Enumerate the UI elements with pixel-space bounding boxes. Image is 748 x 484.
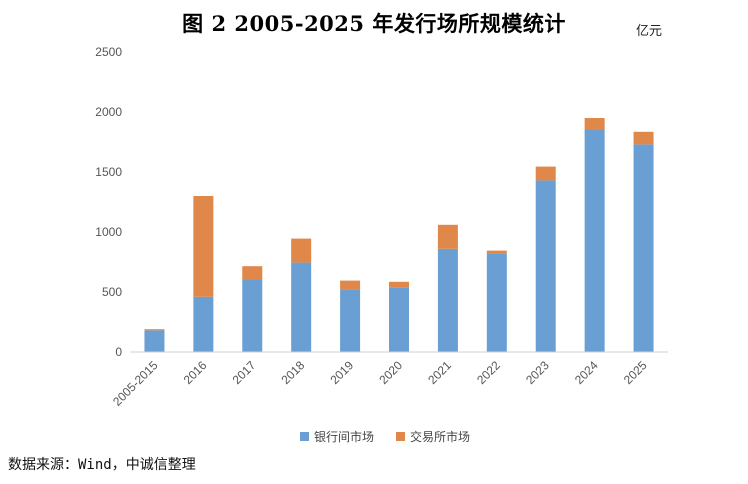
bar-exchange — [437, 224, 458, 249]
legend-swatch-exchange — [396, 432, 406, 441]
chart-title: 图 2 2005-2025 年发行场所规模统计 — [182, 11, 566, 36]
y-tick-label: 1500 — [95, 165, 122, 179]
y-tick-label: 2000 — [95, 105, 122, 119]
x-tick-label: 2019 — [327, 358, 356, 387]
bar-interbank — [340, 289, 361, 352]
bar-interbank — [584, 130, 605, 352]
bar-interbank — [535, 180, 556, 352]
bar-exchange — [486, 250, 507, 254]
y-tick-label: 0 — [115, 345, 122, 359]
x-tick-label: 2023 — [523, 358, 552, 387]
bar-interbank — [291, 262, 312, 352]
bar-exchange — [633, 131, 654, 145]
x-tick-label: 2017 — [230, 358, 259, 387]
bar-interbank — [193, 296, 214, 352]
bar-exchange — [144, 329, 165, 331]
bar-exchange — [242, 266, 263, 280]
x-tick-label: 2021 — [425, 358, 454, 387]
bar-exchange — [340, 280, 361, 290]
bar-exchange — [193, 196, 214, 297]
bar-interbank — [144, 330, 165, 352]
bar-interbank — [633, 144, 654, 352]
x-tick-label: 2022 — [474, 358, 503, 387]
legend-item-interbank: 银行间市场 — [300, 428, 374, 445]
bar-interbank — [486, 253, 507, 352]
x-tick-label: 2025 — [621, 358, 650, 387]
x-tick-label: 2005-2015 — [110, 358, 161, 409]
bar-interbank — [389, 287, 409, 352]
legend: 银行间市场 交易所市场 — [300, 428, 470, 445]
bar-exchange — [291, 238, 312, 263]
legend-label-interbank: 银行间市场 — [314, 430, 375, 444]
x-tick-label: 2016 — [181, 358, 210, 387]
bar-exchange — [535, 166, 556, 181]
x-tick-label: 2024 — [572, 358, 601, 387]
data-source-note: 数据来源：Wind，中诚信整理 — [8, 457, 196, 473]
y-tick-label: 1000 — [95, 225, 122, 239]
legend-label-exchange: 交易所市场 — [410, 430, 471, 444]
bar-chart: 0 500 1000 1500 2000 2500 2005-2015 2016 2017 201… — [95, 45, 668, 409]
bar-exchange — [389, 281, 409, 288]
y-tick-label: 500 — [102, 285, 122, 299]
legend-swatch-interbank — [300, 432, 309, 441]
bar-interbank — [437, 248, 458, 352]
unit-label: 亿元 — [635, 24, 662, 39]
bar-interbank — [242, 280, 263, 352]
x-tick-label: 2020 — [376, 358, 405, 387]
bar-exchange — [584, 118, 605, 130]
x-tick-label: 2018 — [279, 358, 308, 387]
y-tick-label: 2500 — [95, 45, 122, 59]
legend-item-exchange: 交易所市场 — [396, 428, 470, 445]
